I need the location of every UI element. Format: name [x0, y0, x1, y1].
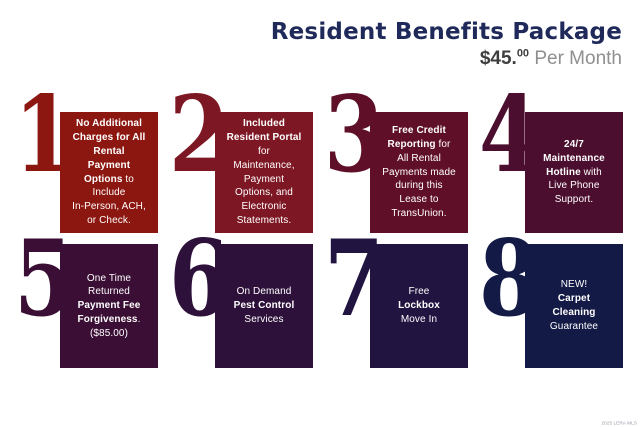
- benefit-card-4: 4 24/7 Maintenance Hotline with Live Phone S…: [479, 82, 623, 233]
- price-dollars: $45.: [479, 48, 517, 69]
- benefit-text-5: One Time Returned Payment Fee Forgiveness.(…: [77, 272, 141, 339]
- benefit-card-7: 7 Free Lockbox Move In: [324, 226, 468, 372]
- benefit-panel-8: NEW! Carpet Cleaning Guarantee: [525, 244, 623, 368]
- benefit-panel-6: On Demand Pest Control Services: [215, 244, 313, 368]
- benefit-panel-4: 24/7 Maintenance Hotline with Live Phone Sup…: [525, 112, 623, 233]
- benefit-text-6: On Demand Pest Control Services: [233, 286, 295, 325]
- benefit-card-6: 6 On Demand Pest Control Services: [169, 226, 313, 372]
- benefit-text-3: Free Credit Reporting for All Rental Paymen…: [382, 125, 456, 219]
- price-cents: 00: [516, 47, 530, 60]
- header: Resident Benefits Package $45.00 Per Mon…: [271, 19, 622, 70]
- benefit-text-1: No Additional Charges for All Rental Paymen…: [72, 118, 146, 226]
- benefit-card-2: 2 Included Resident Portal for Maintenance,…: [169, 82, 313, 233]
- benefit-panel-2: Included Resident Portal for Maintenance, Pa…: [215, 112, 313, 233]
- benefit-card-3: 3 Free Credit Reporting for All Rental Paym…: [324, 82, 468, 233]
- benefit-panel-3: Free Credit Reporting for All Rental Paymen…: [370, 112, 468, 233]
- benefit-text-2: Included Resident Portal for Maintenance, Pa…: [226, 118, 302, 226]
- price-period: Per Month: [529, 48, 622, 69]
- benefit-panel-5: One Time Returned Payment Fee Forgiveness.(…: [60, 244, 158, 368]
- benefit-text-7: Free Lockbox Move In: [398, 286, 440, 325]
- benefit-card-5: 5 One Time Returned Payment Fee Forgiveness…: [14, 226, 158, 372]
- benefit-panel-1: No Additional Charges for All Rental Paymen…: [60, 112, 158, 233]
- benefit-text-4: 24/7 Maintenance Hotline with Live Phone Sup…: [543, 139, 605, 206]
- benefit-card-8: 8 NEW! Carpet Cleaning Guarantee: [479, 226, 623, 372]
- benefit-panel-7: Free Lockbox Move In: [370, 244, 468, 368]
- benefit-text-8: NEW! Carpet Cleaning Guarantee: [549, 279, 599, 332]
- price-line: $45.00 Per Month: [271, 48, 622, 70]
- footer-watermark: 2025 LERA MLS: [601, 420, 637, 426]
- benefit-card-1: 1 No Additional Charges for All Rental Paym…: [14, 82, 158, 233]
- page-title: Resident Benefits Package: [270, 19, 622, 45]
